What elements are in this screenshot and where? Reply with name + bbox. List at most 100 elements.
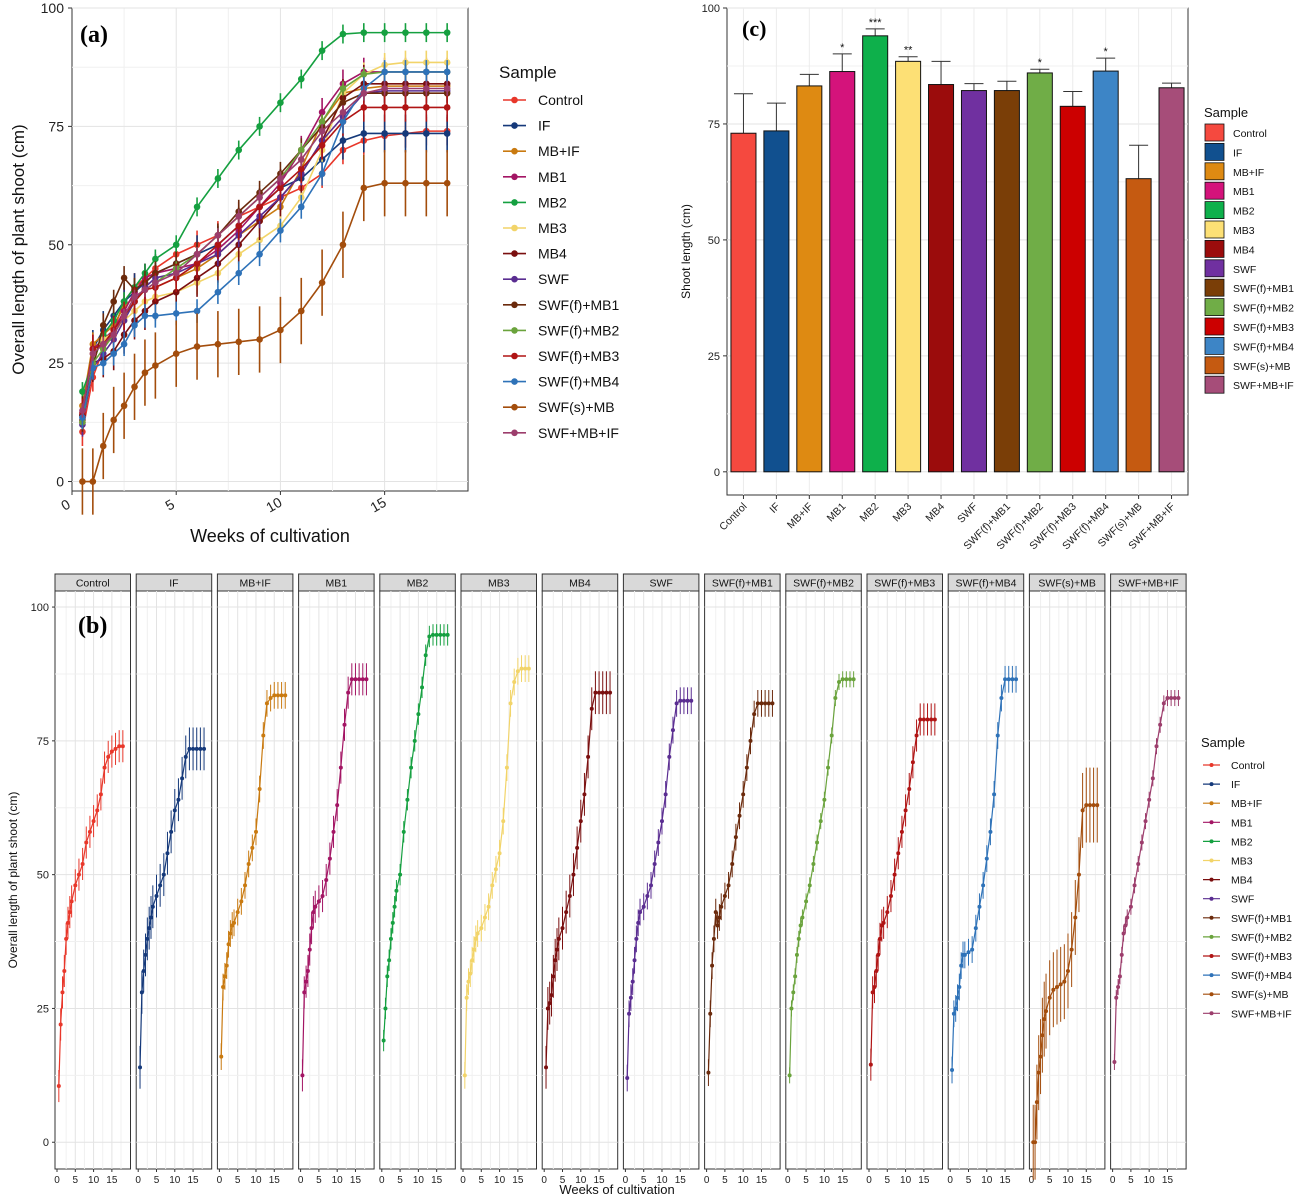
panel-label: (b) — [78, 613, 107, 639]
significance-label: ** — [904, 45, 913, 57]
bar-mb4 — [928, 60, 955, 473]
legend-entry: MB2 — [1231, 836, 1253, 848]
data-point — [141, 369, 149, 376]
data-point — [870, 990, 875, 995]
data-point — [214, 340, 222, 348]
data-point — [316, 899, 321, 904]
legend-key-point — [1209, 763, 1214, 767]
data-point — [710, 963, 715, 968]
bar — [1092, 70, 1119, 473]
data-point — [256, 336, 263, 343]
bar-control — [730, 93, 757, 473]
y-tick-label: 25 — [37, 1003, 49, 1015]
x-tick-label: 15 — [1081, 1175, 1093, 1186]
series-line — [951, 678, 1017, 1071]
data-point — [545, 1006, 550, 1011]
legend-key — [1204, 220, 1225, 239]
data-point — [261, 733, 266, 738]
data-point — [327, 856, 332, 861]
x-axis-label: Weeks of cultivation — [190, 526, 350, 546]
data-point — [99, 321, 107, 329]
data-point — [423, 104, 430, 111]
legend-key-point — [511, 173, 518, 181]
data-point — [339, 118, 347, 125]
data-point — [681, 698, 686, 703]
data-point — [434, 632, 439, 637]
data-point — [79, 407, 86, 414]
data-point — [381, 104, 388, 111]
data-point — [877, 936, 882, 941]
x-tick-label: 5 — [154, 1175, 160, 1186]
facet-mb2: MB2 0 5 10 15 — [379, 573, 456, 1186]
bar — [928, 84, 955, 473]
legend-key — [1204, 278, 1225, 297]
x-tick-label: 5 — [316, 1175, 322, 1186]
legend-entry: SWF — [1233, 264, 1256, 276]
data-point — [357, 677, 362, 682]
data-point — [443, 179, 451, 187]
data-point — [547, 1001, 552, 1006]
legend-entry: SWF — [538, 271, 569, 287]
legend-key-point — [511, 96, 518, 104]
data-point — [794, 952, 799, 957]
data-point — [360, 89, 368, 97]
bar-swf — [960, 83, 987, 473]
series-mb4 — [544, 671, 613, 1089]
data-point — [398, 872, 403, 877]
facet-plot-area — [622, 590, 700, 1170]
data-point — [402, 179, 409, 187]
data-point — [106, 754, 111, 759]
x-tick-label: 15 — [675, 1175, 687, 1186]
facet-title: SWF+MB+IF — [1118, 578, 1179, 590]
data-point — [427, 634, 432, 639]
data-point — [1136, 861, 1141, 866]
bar-mb3: ** — [895, 45, 922, 473]
data-point — [381, 29, 388, 36]
legend-entry: SWF(f)+MB1 — [1231, 913, 1292, 925]
data-point — [519, 666, 524, 671]
x-tick-label: 15 — [756, 1175, 768, 1186]
data-point — [932, 717, 937, 722]
data-point — [353, 677, 358, 682]
facet-plot-area — [1110, 590, 1187, 1170]
facet-plot-area — [298, 590, 375, 1170]
data-point — [360, 104, 368, 111]
legend-key-point — [511, 199, 518, 206]
panel-label: (c) — [742, 16, 766, 41]
series-line — [464, 668, 529, 1076]
x-tick-label: 10 — [263, 494, 285, 516]
data-point — [470, 958, 475, 963]
data-point — [628, 995, 633, 1000]
legend-key — [1204, 239, 1225, 258]
data-point — [381, 1038, 386, 1043]
data-point — [318, 142, 326, 149]
data-point — [674, 701, 679, 706]
data-point — [443, 68, 451, 76]
data-point — [829, 733, 834, 738]
bar-mb1: * — [829, 42, 856, 473]
data-point — [364, 677, 369, 682]
x-tick-label: 5 — [1128, 1175, 1134, 1186]
data-point — [360, 29, 368, 36]
x-tick-label: 15 — [367, 494, 389, 516]
bar — [862, 35, 889, 473]
legend-key-point — [511, 403, 518, 411]
data-point — [1069, 947, 1074, 952]
x-tick-label: 10 — [1062, 1175, 1074, 1186]
data-point — [977, 904, 982, 909]
series-swf-mb-if — [1112, 690, 1181, 1070]
data-point — [1095, 803, 1100, 808]
data-point — [172, 269, 180, 277]
y-tick-label: 75 — [37, 736, 49, 748]
data-point — [708, 1011, 713, 1016]
data-point — [627, 1011, 632, 1016]
legend-entry: IF — [1233, 147, 1242, 159]
legend-entry: SWF(f)+MB3 — [1233, 322, 1294, 334]
bar — [895, 60, 922, 473]
data-point — [412, 738, 417, 743]
data-point — [1132, 883, 1137, 888]
data-point — [67, 910, 72, 915]
data-point — [349, 677, 354, 682]
data-point — [575, 845, 580, 850]
data-point — [214, 288, 222, 296]
